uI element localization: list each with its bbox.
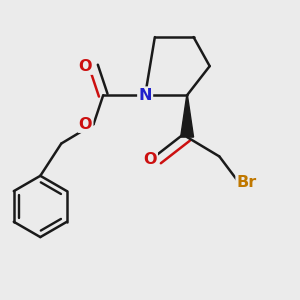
Text: Br: Br bbox=[237, 175, 257, 190]
Polygon shape bbox=[181, 95, 194, 137]
Text: O: O bbox=[79, 117, 92, 132]
Text: N: N bbox=[138, 88, 152, 103]
Text: O: O bbox=[79, 58, 92, 74]
Text: O: O bbox=[143, 152, 157, 167]
